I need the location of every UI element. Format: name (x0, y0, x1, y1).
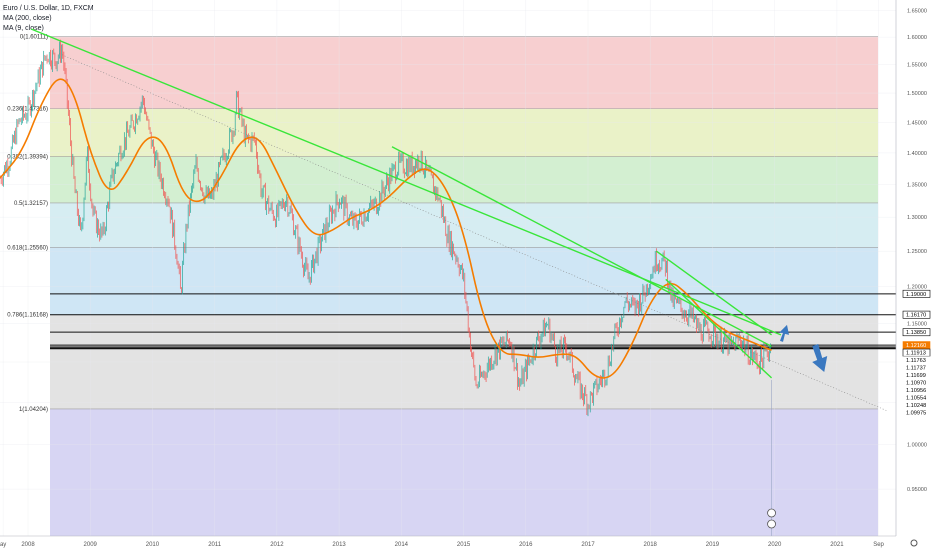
fib-zone (50, 36, 878, 109)
trendline (665, 278, 773, 379)
arrow-annotations (767, 324, 828, 529)
x-tick-label: 2020 (768, 542, 782, 548)
y-tick-label: 1.15000 (907, 321, 927, 327)
trendline (391, 146, 772, 348)
level-label: 1.11763 (906, 358, 926, 364)
x-tick-label: 2012 (270, 542, 284, 548)
level-label: 1.16170 (906, 313, 926, 319)
legend-ma200: MA (200, close) (3, 15, 52, 22)
level-label: 1.09975 (906, 411, 926, 417)
y-tick-label: 1.25000 (907, 249, 927, 255)
y-tick-label: 1.20000 (907, 285, 927, 291)
level-label: 1.10554 (906, 396, 926, 402)
x-tick-label: ay (0, 542, 6, 548)
level-label: 1.10970 (906, 381, 926, 387)
level-label: 1.11913 (906, 351, 926, 357)
fib-zone (50, 156, 878, 203)
x-tick-label: 2011 (208, 542, 222, 548)
y-tick-label: 1.60000 (907, 35, 927, 41)
arrow-shape (779, 324, 789, 342)
y-tick-label: 1.45000 (907, 120, 927, 126)
x-tick-label: Sep (873, 542, 884, 548)
level-label-box (902, 328, 931, 337)
price-series (0, 39, 771, 417)
fib-label: 1(1.04204) (19, 407, 48, 413)
level-label: 1.10248 (906, 403, 926, 409)
x-tick-label: 2009 (84, 542, 98, 548)
y-tick-label: 1.35000 (907, 182, 927, 188)
level-label-box (902, 289, 931, 298)
right-axis: 0.950001.000001.050001.100001.150001.200… (895, 0, 932, 550)
chart-legend: Euro / U.S. Dollar, 1D, FXCM MA (200, cl… (3, 4, 94, 34)
level-label: 1.11699 (906, 373, 926, 379)
y-tick-label: 1.65000 (907, 8, 927, 14)
y-tick-label: 1.40000 (907, 151, 927, 157)
fib-labels: 0(1.60111) 0.236(1.47316) 0.382(1.39394) 0.… (7, 35, 48, 413)
time-axis: ay 2008 2009 2010 2011 2012 2013 2014 2015 2016 20… (0, 535, 918, 550)
x-tick-label: 2018 (644, 542, 658, 548)
y-tick-label: 1.50000 (907, 91, 927, 97)
fib-label: 0.382(1.39394) (7, 155, 48, 161)
x-tick-label: 2008 (21, 542, 35, 548)
fib-zone (50, 202, 878, 248)
arrow-down-icon (812, 344, 828, 373)
trendline (656, 250, 772, 336)
fib-label: 0(1.60111) (20, 35, 48, 41)
event-icon (767, 508, 776, 518)
level-label: 1.11737 (906, 366, 926, 372)
fib-zone (50, 108, 878, 157)
ma200-path (0, 78, 772, 379)
level-label: 1.12160 (906, 343, 926, 349)
trendline (30, 28, 782, 336)
level-label-box (902, 408, 931, 417)
x-tick-label: 2017 (581, 542, 595, 548)
y-tick-label: 1.55000 (907, 63, 927, 69)
arrow-up-icon (779, 324, 789, 342)
fib-label: 0.236(1.47316) (7, 107, 48, 113)
x-tick-label: 2014 (395, 542, 409, 548)
time-axis-bg (0, 536, 896, 550)
x-tick-label: 2019 (706, 542, 720, 548)
event-icon (767, 519, 776, 529)
fib-zone (50, 408, 878, 540)
arrow-shape (812, 344, 828, 373)
right-axis-bg (896, 0, 932, 550)
fib-label: 0.618(1.25560) (7, 245, 48, 251)
horizontal-levels (50, 293, 896, 350)
x-tick-label: 2013 (332, 542, 346, 548)
y-tick-label: 1.30000 (907, 215, 927, 221)
level-label: 1.13850 (906, 330, 926, 336)
legend-ma9: MA (9, close) (3, 25, 44, 32)
fib-label: 0.786(1.16168) (7, 313, 48, 319)
x-tick-label: 2010 (146, 542, 160, 548)
level-label: 1.10956 (906, 388, 926, 394)
y-tick-label: 0.95000 (907, 487, 927, 493)
fib-label: 0.5(1.32157) (14, 201, 48, 207)
x-tick-label: 2015 (457, 542, 471, 548)
level-label: 1.19000 (906, 292, 926, 298)
grid-lines (0, 0, 896, 536)
x-tick-label: 2016 (519, 542, 533, 548)
ma200-line (0, 78, 772, 379)
x-tick-label: 2021 (830, 542, 844, 548)
level-label-box (902, 310, 931, 319)
gear-icon (910, 539, 918, 547)
legend-symbol: Euro / U.S. Dollar, 1D, FXCM (3, 5, 94, 12)
y-tick-label: 1.00000 (907, 443, 927, 449)
trendlines (30, 28, 887, 411)
dotted-projection (58, 53, 887, 411)
fib-zones (50, 36, 878, 540)
